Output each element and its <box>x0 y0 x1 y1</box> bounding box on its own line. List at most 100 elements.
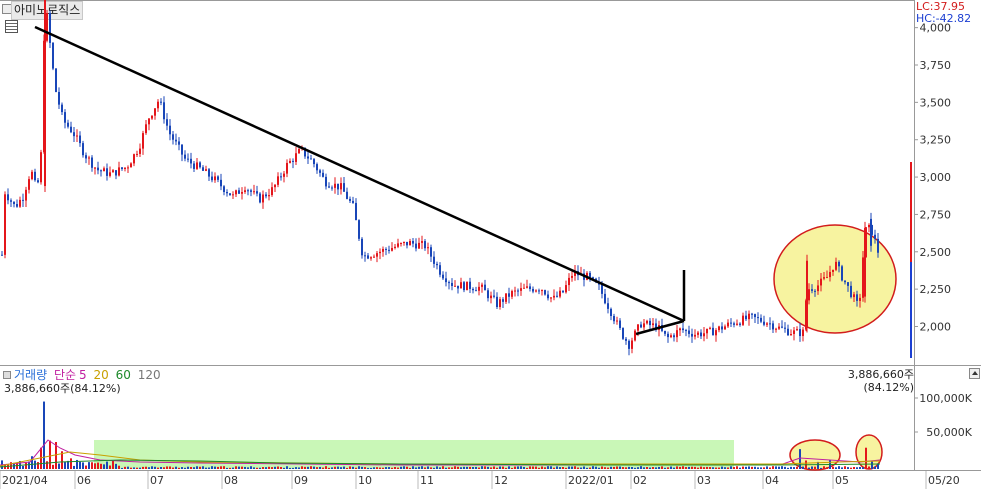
x-axis-label: 12 <box>494 474 508 487</box>
volume-bar <box>466 466 468 469</box>
volume-bar <box>649 467 651 469</box>
candle-body <box>562 290 564 293</box>
volume-bar <box>283 467 285 469</box>
volume-bar <box>529 466 531 469</box>
downtrend-line[interactable] <box>34 25 685 323</box>
candle-body <box>157 101 159 109</box>
ma120-legend: 120 <box>137 368 161 382</box>
volume-bar <box>685 467 687 469</box>
volume-expand-button[interactable] <box>969 368 980 379</box>
candle-body <box>28 179 30 190</box>
candle-body <box>82 143 84 156</box>
candle-body <box>640 324 642 328</box>
candle-body <box>73 132 75 137</box>
volume-bar <box>520 466 522 469</box>
volume-bar <box>667 467 669 469</box>
candle-body <box>811 289 813 291</box>
candle-body <box>154 108 156 116</box>
volume-bar <box>538 467 540 469</box>
volume-bar <box>571 466 573 469</box>
volume-bar <box>532 466 534 469</box>
volume-bar <box>688 466 690 469</box>
volume-bar <box>217 466 219 469</box>
volume-bar <box>292 467 294 469</box>
volume-bar <box>772 466 774 469</box>
candle-body <box>169 125 171 135</box>
candle-body <box>870 218 872 246</box>
candle-body <box>238 190 240 194</box>
candle-body <box>484 284 486 291</box>
candle-body <box>184 154 186 159</box>
volume-bar <box>73 465 75 469</box>
candle-body <box>214 176 216 181</box>
volume-bar <box>703 467 705 469</box>
volume-bar <box>403 466 405 469</box>
volume-bar <box>130 467 132 469</box>
candle-body <box>331 187 333 189</box>
volume-bar <box>43 401 45 469</box>
volume-bar <box>373 467 375 469</box>
candle-body <box>538 290 540 292</box>
candle-body <box>568 277 570 286</box>
volume-bar <box>454 466 456 469</box>
volume-bar <box>547 466 549 469</box>
candle-body <box>610 308 612 317</box>
volume-bar <box>265 467 267 469</box>
candle-body <box>790 334 792 336</box>
candle-body <box>13 201 15 205</box>
volume-bar <box>478 467 480 469</box>
candle-body <box>274 184 276 188</box>
volume-bar <box>91 462 93 469</box>
candle-body <box>142 133 144 149</box>
volume-menu-button[interactable] <box>3 371 11 379</box>
candle-body <box>403 241 405 244</box>
volume-bar <box>28 461 30 469</box>
volume-bar <box>541 466 543 469</box>
volume-bar <box>388 467 390 469</box>
price-tick-label: 2,000 <box>920 321 952 334</box>
candle-body <box>70 126 72 133</box>
volume-bar <box>595 466 597 469</box>
volume-bar <box>103 464 105 469</box>
volume-bar <box>169 466 171 469</box>
volume-bar <box>166 466 168 469</box>
volume-bar <box>652 467 654 469</box>
candle-body <box>121 167 123 169</box>
candle-body <box>67 122 69 127</box>
volume-bar <box>871 460 873 469</box>
candle-body <box>172 134 174 140</box>
grid-icon[interactable] <box>5 20 18 33</box>
candle-body <box>721 326 723 330</box>
volume-bar <box>397 467 399 469</box>
breakout-base-line[interactable] <box>635 319 685 336</box>
candle-body <box>88 157 90 159</box>
volume-bar <box>328 467 330 469</box>
candle-body <box>730 322 732 324</box>
volume-bar <box>280 467 282 469</box>
volume-bar <box>535 466 537 469</box>
volume-bar <box>841 467 843 469</box>
candle-body <box>487 290 489 299</box>
volume-bar <box>724 467 726 469</box>
candle-body <box>292 160 294 162</box>
volume-bar <box>697 467 699 469</box>
candle-body <box>385 248 387 250</box>
volume-bar <box>781 466 783 469</box>
candle-body <box>589 272 591 278</box>
volume-bar <box>838 466 840 469</box>
candle-body <box>724 326 726 330</box>
volume-bar <box>727 467 729 469</box>
volume-bar <box>112 460 114 469</box>
candle-body <box>787 328 789 336</box>
candle-body <box>526 286 528 288</box>
candle-body <box>634 330 636 341</box>
candle-body <box>643 323 645 328</box>
volume-bar <box>175 466 177 469</box>
volume-bar <box>16 463 18 469</box>
candle-body <box>373 256 375 258</box>
volume-bar <box>616 466 618 469</box>
candle-body <box>217 176 219 180</box>
volume-bar <box>592 466 594 469</box>
volume-bar <box>208 467 210 469</box>
